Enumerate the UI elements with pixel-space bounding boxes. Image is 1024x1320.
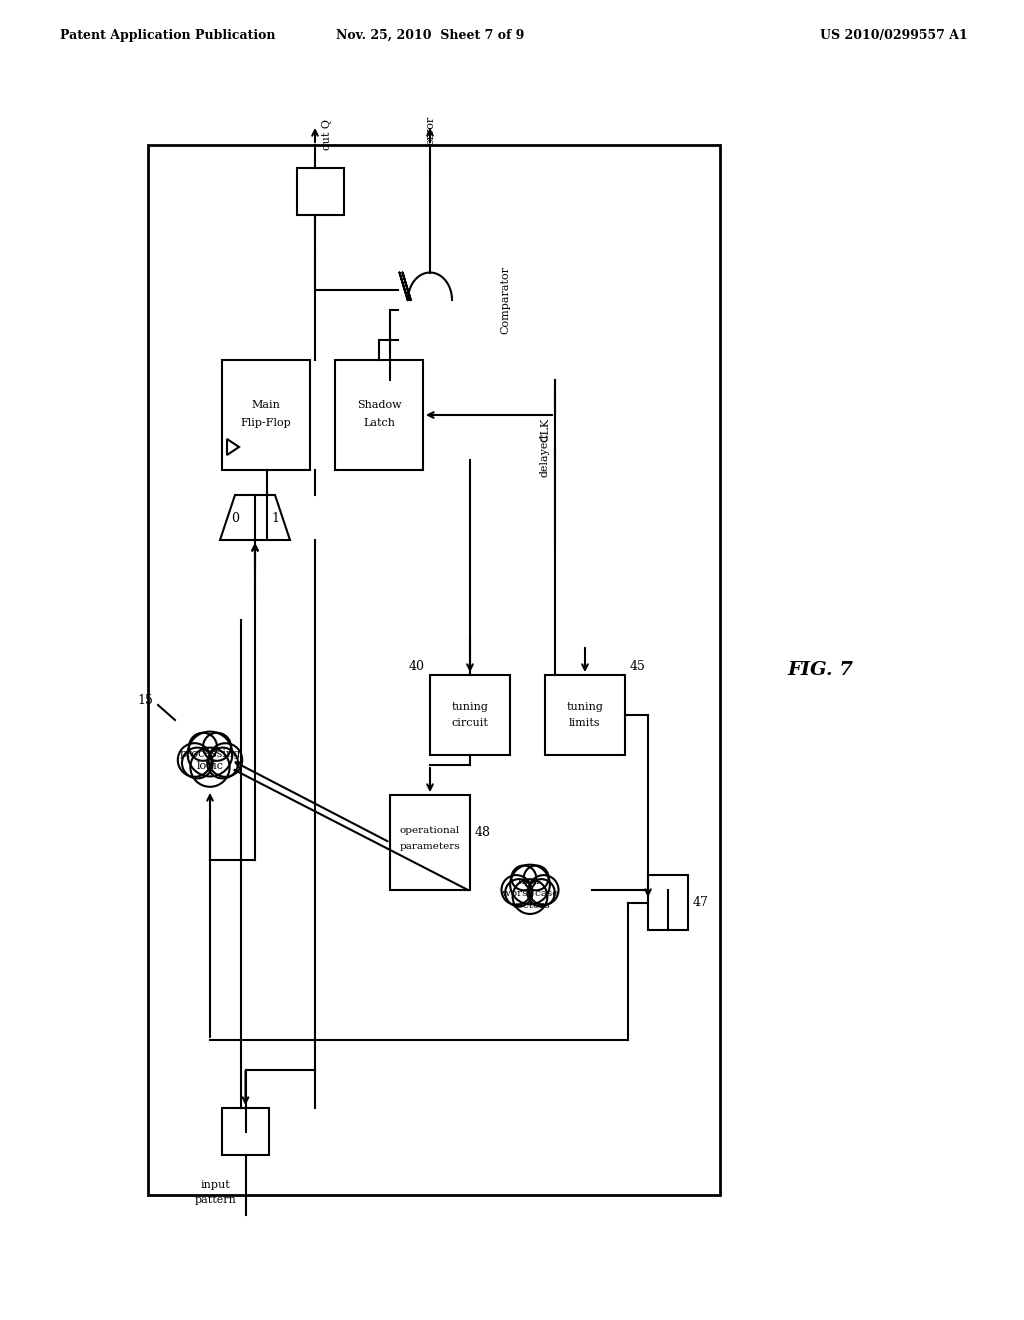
Text: Nov. 25, 2010  Sheet 7 of 9: Nov. 25, 2010 Sheet 7 of 9	[336, 29, 524, 41]
Text: US 2010/0299557 A1: US 2010/0299557 A1	[820, 29, 968, 41]
Polygon shape	[220, 495, 290, 540]
Bar	[297, 168, 344, 215]
Text: 45: 45	[630, 660, 646, 673]
Bar	[148, 145, 720, 1195]
Text: near: near	[518, 878, 542, 887]
Bar	[222, 360, 310, 470]
Circle shape	[207, 747, 238, 779]
Text: Shadow: Shadow	[356, 400, 401, 411]
Text: 40: 40	[409, 660, 425, 673]
Bar	[390, 795, 470, 890]
Circle shape	[187, 731, 232, 776]
Text: 15: 15	[137, 693, 153, 706]
Circle shape	[178, 743, 211, 776]
Text: parameters: parameters	[399, 842, 461, 851]
Text: tuning: tuning	[566, 702, 603, 711]
Bar	[430, 675, 510, 755]
Circle shape	[527, 879, 555, 907]
Circle shape	[190, 747, 229, 787]
Text: operational: operational	[400, 826, 460, 836]
Circle shape	[511, 866, 537, 890]
Bar	[335, 360, 423, 470]
Text: circuit: circuit	[452, 718, 488, 729]
Text: error: error	[425, 115, 435, 145]
Text: FIG. 7: FIG. 7	[787, 661, 853, 678]
Text: 1: 1	[271, 511, 279, 524]
Circle shape	[189, 733, 217, 760]
Bar	[545, 675, 625, 755]
Text: Flip-Flop: Flip-Flop	[241, 418, 292, 428]
Circle shape	[510, 865, 550, 904]
Text: vectors: vectors	[511, 902, 549, 911]
Circle shape	[209, 743, 243, 776]
Circle shape	[528, 875, 558, 906]
Circle shape	[524, 866, 549, 890]
Text: limits: limits	[569, 718, 601, 729]
Text: Latch: Latch	[362, 418, 395, 428]
Polygon shape	[402, 272, 452, 300]
Circle shape	[505, 879, 532, 907]
Text: delayed: delayed	[540, 433, 550, 477]
Text: 0: 0	[231, 511, 239, 524]
Text: Patent Application Publication: Patent Application Publication	[60, 29, 275, 41]
Text: 47: 47	[693, 896, 709, 909]
Text: input: input	[201, 1180, 230, 1191]
Bar	[648, 875, 688, 931]
Circle shape	[203, 733, 231, 760]
Text: Main: Main	[252, 400, 281, 411]
Text: Comparator: Comparator	[500, 267, 510, 334]
Text: out Q: out Q	[322, 120, 332, 150]
Circle shape	[513, 879, 548, 913]
Text: CLK: CLK	[540, 418, 550, 442]
Text: worst case: worst case	[502, 890, 558, 899]
Text: processing
logic: processing logic	[179, 750, 241, 771]
Circle shape	[182, 747, 213, 779]
Circle shape	[502, 875, 531, 906]
Text: 48: 48	[475, 826, 490, 840]
Text: tuning: tuning	[452, 702, 488, 711]
Bar	[222, 1107, 269, 1155]
Text: pattern: pattern	[195, 1195, 237, 1205]
